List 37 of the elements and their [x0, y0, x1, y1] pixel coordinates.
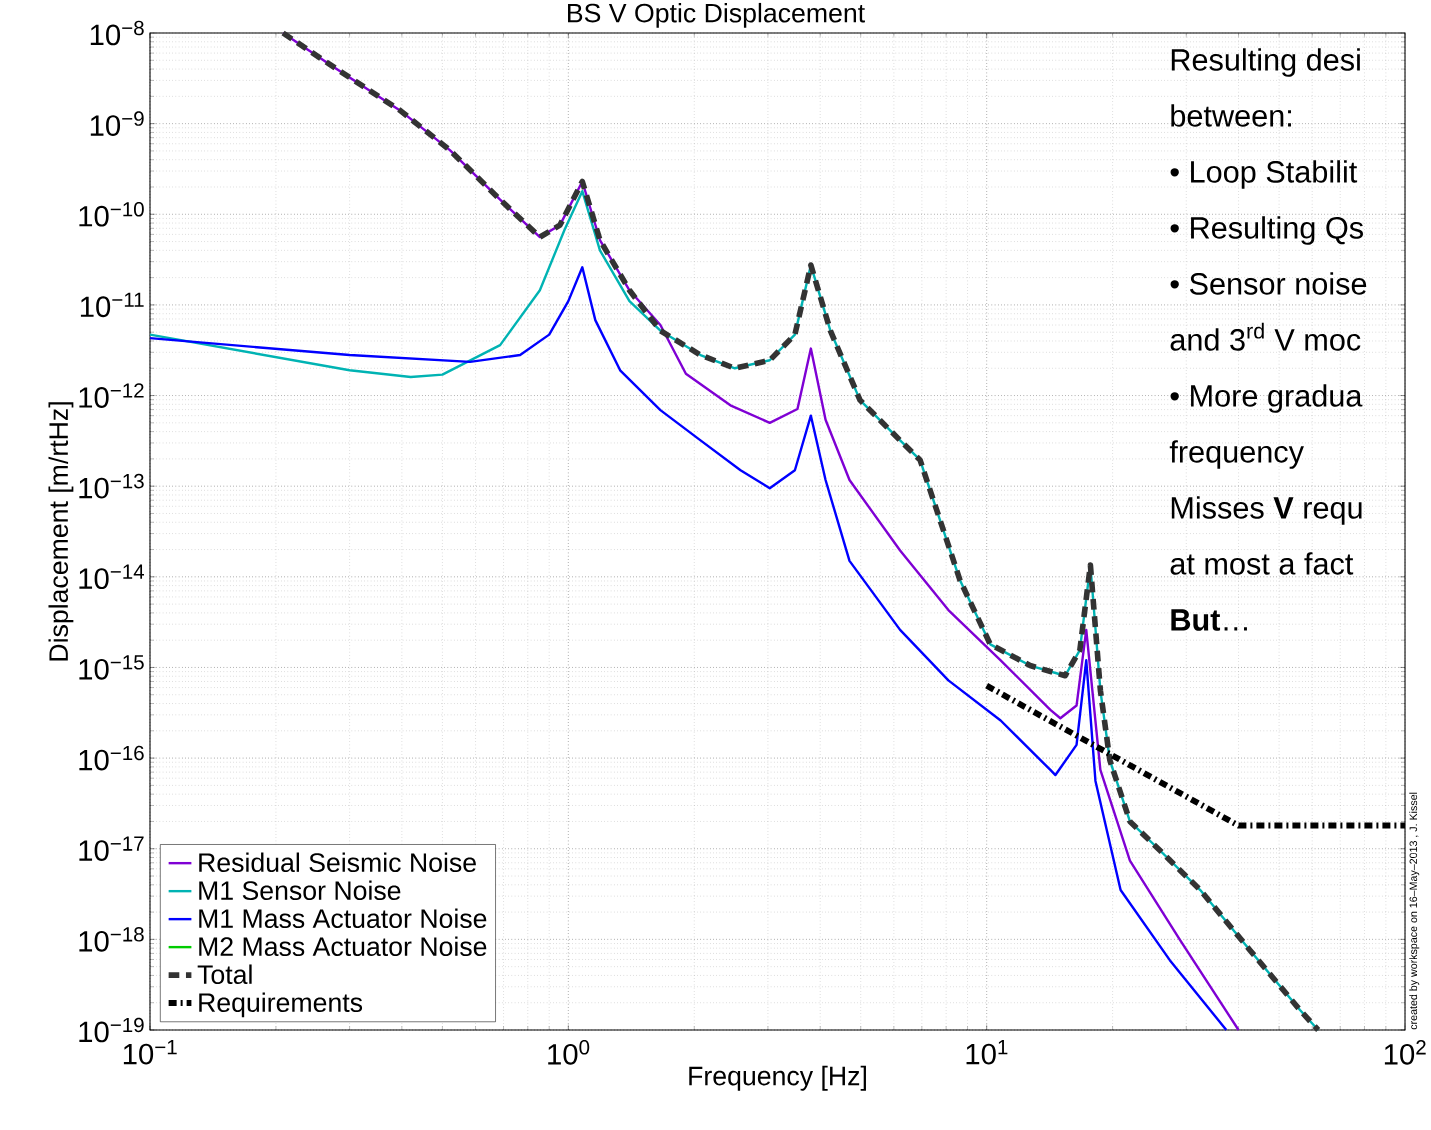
annotation: at most a fact	[1170, 552, 1354, 575]
legend-label: Residual Seismic Noise	[199, 852, 476, 873]
legend-label: M1 Mass Actuator Noise	[199, 908, 487, 929]
y-tick-label: 10$^{−11}$	[80, 292, 144, 318]
x-axis-title: Frequency [Hz]	[689, 1065, 866, 1091]
annotation: frequency	[1169, 440, 1304, 469]
legend-label: M1 Sensor Noise	[199, 880, 401, 901]
annotation: Misses V requ	[1171, 496, 1362, 525]
y-tick-label: 10$^{−12}$	[79, 383, 144, 408]
y-tick-label: 10$^{−8}$	[90, 20, 144, 46]
y-tick-label: 10$^{−13}$	[79, 473, 144, 499]
x-tick-label: 10$^{1}$	[966, 1040, 1008, 1065]
annotation: • Sensor noise	[1170, 272, 1367, 295]
annotation: between:	[1171, 104, 1291, 127]
y-tick-label: 10$^{−10}$	[79, 201, 144, 227]
legend-label: Total	[197, 964, 252, 985]
annotation: and 3$^{rd}$ V moc	[1170, 322, 1361, 351]
y-tick-label: 10$^{−15}$	[79, 655, 144, 680]
annotation: • More gradua	[1170, 384, 1363, 413]
x-tick-label: 10$^{0}$	[548, 1040, 590, 1065]
y-tick-label: 10$^{−14}$	[79, 564, 145, 590]
legend-label: Requirements	[199, 992, 363, 1018]
y-tick-label: 10$^{−17}$	[79, 836, 144, 861]
y-tick-label: 10$^{−16}$	[79, 745, 144, 771]
annotation: Resulting desi	[1171, 48, 1360, 77]
y-tick-label: 10$^{−19}$	[79, 1017, 144, 1043]
text: created by workspace on 16–May–2013 , J. Kissel	[1409, 792, 1420, 1030]
legend-label: M2 Mass Actuator Noise	[199, 936, 487, 957]
x-tick-label: 10$^{2}$	[1384, 1040, 1426, 1065]
annotation: But…	[1171, 609, 1247, 631]
y-tick-label: 10$^{−18}$	[79, 927, 144, 952]
annotation: • Resulting Qs	[1170, 216, 1363, 245]
x-tick-label: 10$^{−1}$	[123, 1040, 177, 1065]
y-axis-title: Displacement [m/rtHz]	[48, 402, 74, 661]
y-tick-label: 10$^{−9}$	[90, 111, 144, 136]
chart-title: BS V Optic Displacement	[568, 2, 865, 28]
annotation: • Loop Stabilit	[1170, 160, 1358, 189]
